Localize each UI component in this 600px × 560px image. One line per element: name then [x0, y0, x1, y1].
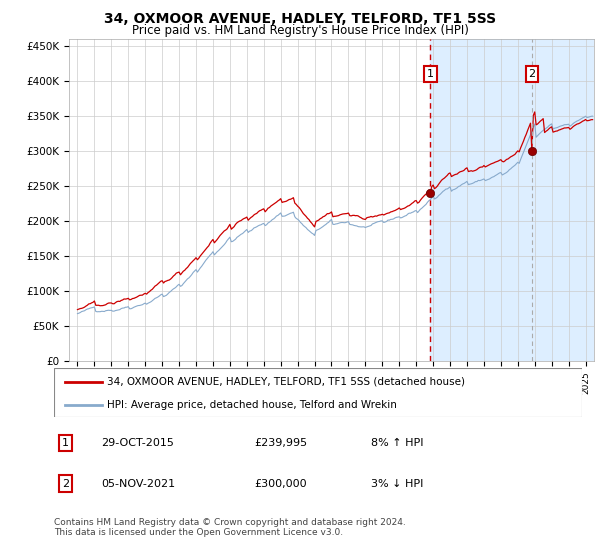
Text: 05-NOV-2021: 05-NOV-2021: [101, 479, 176, 488]
Text: 2: 2: [529, 69, 536, 79]
Text: HPI: Average price, detached house, Telford and Wrekin: HPI: Average price, detached house, Telf…: [107, 400, 397, 410]
Bar: [430, 39, 594, 361]
Text: £300,000: £300,000: [254, 479, 307, 488]
Text: 2: 2: [62, 479, 69, 488]
Text: 3% ↓ HPI: 3% ↓ HPI: [371, 479, 423, 488]
Text: Contains HM Land Registry data © Crown copyright and database right 2024.
This d: Contains HM Land Registry data © Crown c…: [54, 518, 406, 538]
Text: 1: 1: [62, 438, 69, 448]
Text: 1: 1: [427, 69, 434, 79]
Text: Price paid vs. HM Land Registry's House Price Index (HPI): Price paid vs. HM Land Registry's House …: [131, 24, 469, 36]
Text: 34, OXMOOR AVENUE, HADLEY, TELFORD, TF1 5SS (detached house): 34, OXMOOR AVENUE, HADLEY, TELFORD, TF1 …: [107, 377, 465, 387]
Text: 29-OCT-2015: 29-OCT-2015: [101, 438, 175, 448]
Text: £239,995: £239,995: [254, 438, 308, 448]
Text: 34, OXMOOR AVENUE, HADLEY, TELFORD, TF1 5SS: 34, OXMOOR AVENUE, HADLEY, TELFORD, TF1 …: [104, 12, 496, 26]
Text: 8% ↑ HPI: 8% ↑ HPI: [371, 438, 424, 448]
